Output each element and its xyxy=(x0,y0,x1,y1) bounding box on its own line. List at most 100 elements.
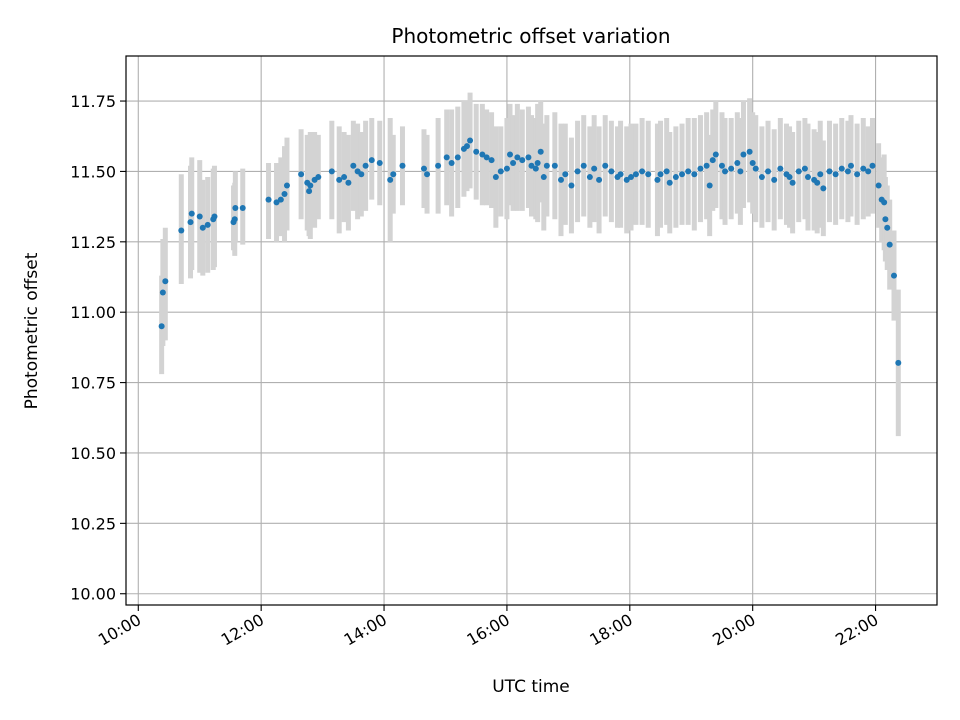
data-point xyxy=(804,174,811,181)
data-point xyxy=(277,196,284,203)
data-point xyxy=(543,162,550,169)
y-axis-ticks: 10.00 10.25 10.50 10.75 11.00 11.25 11.50 11.75 xyxy=(70,92,126,604)
data-point xyxy=(765,168,772,175)
data-point xyxy=(749,159,756,166)
data-point xyxy=(211,213,218,220)
data-point xyxy=(492,174,499,181)
data-point xyxy=(632,171,639,178)
y-tick-label: 10.25 xyxy=(70,514,116,533)
data-point xyxy=(666,179,673,186)
data-point xyxy=(510,159,517,166)
data-point xyxy=(697,165,704,172)
data-point xyxy=(350,162,357,169)
data-point xyxy=(341,174,348,181)
data-point xyxy=(187,219,194,226)
data-point xyxy=(537,148,544,155)
data-point xyxy=(479,151,486,158)
data-point xyxy=(654,176,661,183)
data-point xyxy=(882,216,889,223)
data-point xyxy=(281,190,288,197)
data-point xyxy=(602,162,609,169)
data-point xyxy=(623,176,630,183)
data-point xyxy=(488,157,495,164)
data-point xyxy=(534,159,541,166)
data-point xyxy=(679,171,686,178)
data-point xyxy=(387,176,394,183)
x-axis-label: UTC time xyxy=(492,677,570,697)
data-point xyxy=(306,188,313,195)
data-point xyxy=(328,168,335,175)
data-point xyxy=(580,162,587,169)
data-point xyxy=(709,157,716,164)
data-point xyxy=(283,182,290,189)
data-point xyxy=(562,171,569,178)
data-point xyxy=(795,168,802,175)
y-axis-label: Photometric offset xyxy=(22,252,42,409)
data-point xyxy=(231,216,238,223)
chart-title: Photometric offset variation xyxy=(391,24,670,48)
data-point xyxy=(826,168,833,175)
data-point xyxy=(712,151,719,158)
data-point xyxy=(847,162,854,169)
data-point xyxy=(204,221,211,228)
data-point xyxy=(336,176,343,183)
data-point xyxy=(178,227,185,234)
data-point xyxy=(574,168,581,175)
data-point xyxy=(315,174,322,181)
data-point xyxy=(199,224,206,231)
data-point xyxy=(789,179,796,186)
data-point xyxy=(506,151,513,158)
data-point xyxy=(895,359,902,366)
data-point xyxy=(159,289,166,296)
data-point xyxy=(497,168,504,175)
data-point xyxy=(568,182,575,189)
data-point xyxy=(298,171,305,178)
data-point xyxy=(162,278,169,285)
data-point xyxy=(528,162,535,169)
data-point xyxy=(362,162,369,169)
y-tick-label: 10.00 xyxy=(70,585,116,604)
data-point xyxy=(740,151,747,158)
data-point xyxy=(884,224,891,231)
data-point xyxy=(746,148,753,155)
data-point xyxy=(844,168,851,175)
data-point xyxy=(390,171,397,178)
data-point xyxy=(734,159,741,166)
data-point xyxy=(557,176,564,183)
data-point xyxy=(596,176,603,183)
data-point xyxy=(786,174,793,181)
data-point xyxy=(737,168,744,175)
data-point xyxy=(645,171,652,178)
data-point xyxy=(814,179,821,186)
data-point xyxy=(467,137,474,144)
y-tick-label: 11.75 xyxy=(70,92,116,111)
data-point xyxy=(869,162,876,169)
data-point xyxy=(820,185,827,192)
data-point xyxy=(435,162,442,169)
data-point xyxy=(376,159,383,166)
data-point xyxy=(657,171,664,178)
data-point xyxy=(463,143,470,150)
data-point xyxy=(703,162,710,169)
data-point xyxy=(691,171,698,178)
data-point xyxy=(639,168,646,175)
data-point xyxy=(865,168,872,175)
data-point xyxy=(273,199,280,206)
data-point xyxy=(368,157,375,164)
data-point xyxy=(503,165,510,172)
data-point xyxy=(514,154,521,161)
plot-frame xyxy=(125,55,938,606)
data-point xyxy=(706,182,713,189)
data-point xyxy=(540,174,547,181)
y-tick-label: 11.25 xyxy=(70,233,116,252)
data-point xyxy=(454,154,461,161)
data-point xyxy=(801,165,808,172)
data-point xyxy=(728,165,735,172)
data-point xyxy=(838,165,845,172)
data-point xyxy=(663,168,670,175)
data-point xyxy=(345,179,352,186)
data-point xyxy=(232,205,239,212)
data-point xyxy=(399,162,406,169)
y-tick-label: 10.75 xyxy=(70,374,116,393)
data-point xyxy=(448,159,455,166)
